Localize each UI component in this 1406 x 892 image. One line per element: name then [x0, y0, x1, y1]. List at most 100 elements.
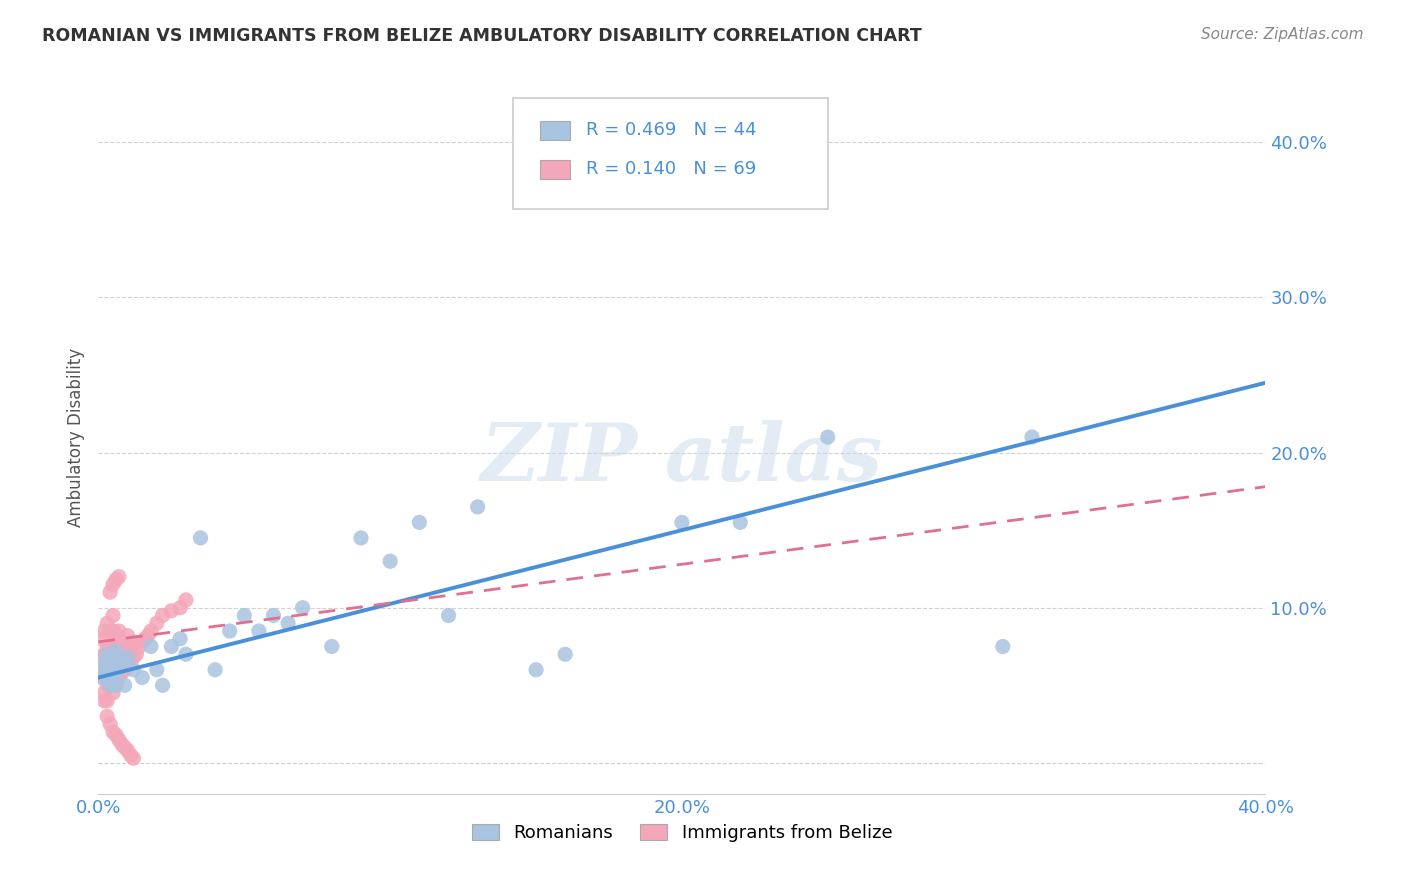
Point	[96, 694, 118, 708]
Point	[1021, 430, 1043, 444]
Point	[96, 655, 118, 669]
Point	[817, 430, 839, 444]
Point	[104, 573, 127, 587]
Point	[108, 671, 131, 685]
Point	[90, 632, 112, 646]
Point	[122, 635, 145, 649]
Point	[671, 516, 693, 530]
Point	[120, 748, 142, 763]
Point	[101, 655, 124, 669]
Point	[169, 632, 191, 646]
Text: R = 0.469   N = 44: R = 0.469 N = 44	[586, 121, 756, 139]
Point	[262, 608, 284, 623]
Point	[90, 650, 112, 665]
Point	[90, 671, 112, 685]
Point	[152, 678, 174, 692]
Point	[131, 635, 153, 649]
Point	[96, 647, 118, 661]
Point	[90, 663, 112, 677]
Point	[146, 616, 169, 631]
Point	[96, 640, 118, 654]
Point	[128, 640, 150, 654]
Point	[93, 655, 115, 669]
Point	[101, 624, 124, 638]
Point	[101, 608, 124, 623]
Point	[524, 663, 547, 677]
Point	[111, 635, 134, 649]
Point	[117, 743, 139, 757]
Point	[730, 516, 752, 530]
Point	[218, 624, 240, 638]
Point	[117, 644, 139, 658]
Point	[101, 724, 124, 739]
Point	[114, 678, 136, 692]
Point	[120, 655, 142, 669]
Point	[117, 659, 139, 673]
Point	[408, 516, 430, 530]
Point	[117, 629, 139, 643]
Point	[101, 640, 124, 654]
Point	[98, 585, 121, 599]
Point	[247, 624, 270, 638]
Point	[104, 644, 127, 658]
Point	[169, 600, 191, 615]
Point	[96, 671, 118, 685]
Point	[114, 663, 136, 677]
Point	[122, 663, 145, 677]
FancyBboxPatch shape	[513, 98, 828, 209]
Point	[111, 650, 134, 665]
Point	[93, 647, 115, 661]
Point	[108, 655, 131, 669]
Point	[104, 659, 127, 673]
Point	[131, 671, 153, 685]
Point	[991, 640, 1014, 654]
Point	[139, 624, 162, 638]
Point	[98, 717, 121, 731]
Point	[291, 600, 314, 615]
Point	[104, 644, 127, 658]
Point	[101, 671, 124, 685]
Point	[139, 640, 162, 654]
Legend: Romanians, Immigrants from Belize: Romanians, Immigrants from Belize	[464, 816, 900, 849]
Point	[380, 554, 402, 568]
Point	[98, 644, 121, 658]
Point	[104, 728, 127, 742]
Point	[101, 671, 124, 685]
Point	[93, 686, 115, 700]
Point	[277, 616, 299, 631]
Point	[93, 624, 115, 638]
Point	[98, 678, 121, 692]
Point	[98, 663, 121, 677]
Point	[554, 647, 576, 661]
Point	[204, 663, 226, 677]
Point	[160, 640, 183, 654]
Y-axis label: Ambulatory Disability: Ambulatory Disability	[66, 348, 84, 526]
Point	[174, 647, 197, 661]
Point	[98, 659, 121, 673]
Point	[104, 678, 127, 692]
Point	[122, 650, 145, 665]
Point	[108, 640, 131, 654]
Point	[93, 663, 115, 677]
Point	[117, 650, 139, 665]
Point	[104, 678, 127, 692]
Point	[108, 570, 131, 584]
Point	[190, 531, 212, 545]
Point	[437, 608, 460, 623]
Point	[350, 531, 373, 545]
FancyBboxPatch shape	[540, 121, 569, 139]
Text: R = 0.140   N = 69: R = 0.140 N = 69	[586, 161, 756, 178]
Point	[146, 663, 169, 677]
Point	[93, 694, 115, 708]
Point	[233, 608, 256, 623]
FancyBboxPatch shape	[540, 161, 569, 178]
Point	[125, 647, 148, 661]
Point	[152, 608, 174, 623]
Point	[96, 616, 118, 631]
Text: ZIP atlas: ZIP atlas	[481, 420, 883, 497]
Point	[134, 632, 156, 646]
Point	[98, 678, 121, 692]
Point	[101, 686, 124, 700]
Point	[104, 629, 127, 643]
Point	[101, 650, 124, 665]
